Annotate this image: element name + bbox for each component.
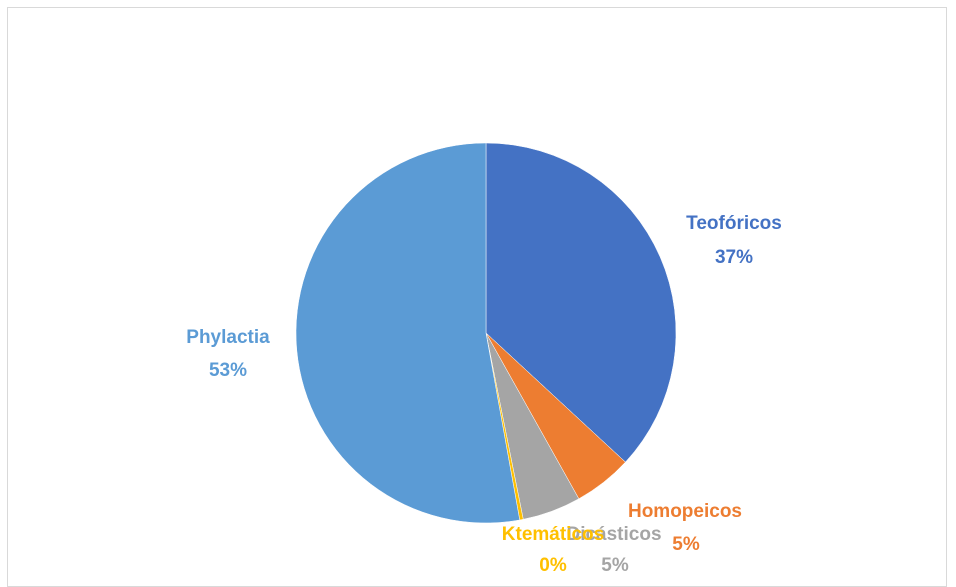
pie-slices bbox=[295, 142, 677, 524]
label-teoforicos-value: 37% bbox=[715, 247, 753, 268]
label-phylactia-name: Phylactia bbox=[186, 327, 270, 348]
label-phylactia-value: 53% bbox=[209, 360, 247, 381]
label-ktematicos-name: Ktemáticos bbox=[502, 524, 604, 545]
pie-slice-phylactia bbox=[295, 142, 521, 524]
pie-slice-teoforicos bbox=[485, 142, 677, 463]
label-dicasticos-name: Dicásticos bbox=[566, 524, 661, 545]
label-teoforicos-name: Teofóricos bbox=[686, 213, 782, 234]
label-ktematicos-value: 0% bbox=[539, 555, 567, 576]
label-homopeicos-value: 5% bbox=[672, 534, 700, 555]
label-dicasticos-value: 5% bbox=[601, 555, 629, 576]
label-homopeicos-name: Homopeicos bbox=[628, 501, 742, 522]
